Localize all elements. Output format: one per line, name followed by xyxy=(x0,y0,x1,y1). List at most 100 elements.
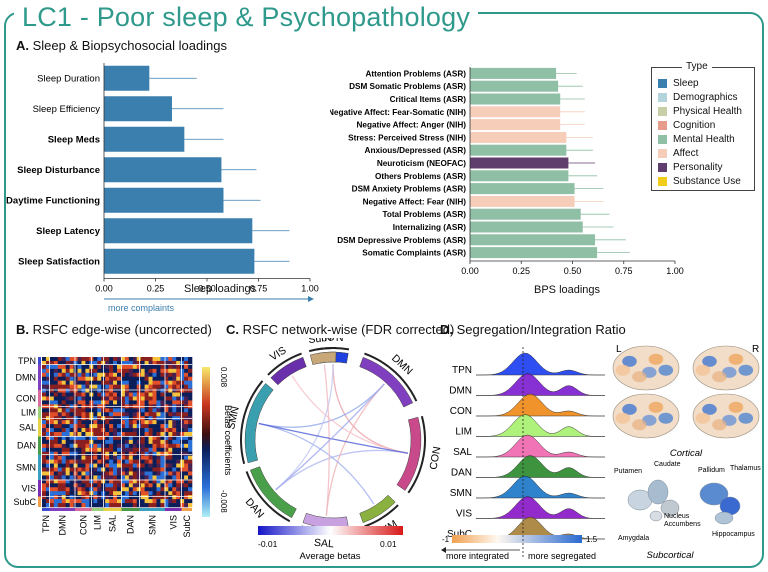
brain-left-lateral xyxy=(612,345,680,391)
matrix-cell xyxy=(176,364,181,370)
matrix-cell xyxy=(124,483,130,488)
matrix-cell xyxy=(140,392,145,397)
matrix-cell xyxy=(160,459,165,464)
matrix-cell xyxy=(45,455,51,460)
matrix-cell xyxy=(152,471,157,476)
matrix-cell xyxy=(93,364,98,370)
legend-item: Cognition xyxy=(658,120,715,131)
matrix-col-strip xyxy=(49,508,75,511)
matrix-cell xyxy=(136,408,141,413)
matrix-cell xyxy=(73,380,78,385)
matrix-cell xyxy=(132,491,138,496)
brain-patch xyxy=(695,412,711,424)
matrix-cell xyxy=(93,483,98,488)
matrix-cell xyxy=(176,357,181,362)
matrix-cell xyxy=(120,491,126,496)
matrix-cell xyxy=(97,487,102,492)
matrix-cell xyxy=(45,368,51,374)
matrix-cell xyxy=(172,491,177,496)
matrix-cell xyxy=(61,463,66,468)
matrix-cell xyxy=(160,396,165,401)
matrix-cell xyxy=(105,435,110,441)
bps-bar xyxy=(470,106,561,118)
matrix-cell xyxy=(77,412,82,417)
matrix-cell xyxy=(136,483,141,488)
matrix-cell xyxy=(136,435,141,441)
matrix-cell xyxy=(176,424,181,429)
matrix-cell xyxy=(85,432,90,437)
matrix-cell xyxy=(124,479,130,484)
matrix-row-strip xyxy=(38,406,41,419)
matrix-cell xyxy=(73,408,78,413)
matrix-cell xyxy=(184,435,189,441)
matrix-cell xyxy=(105,364,110,370)
matrix-cell xyxy=(61,487,66,492)
matrix-cell xyxy=(109,479,114,484)
subcortical-structure xyxy=(714,511,734,525)
matrix-cell xyxy=(61,364,66,370)
matrix-cell xyxy=(144,388,149,393)
matrix-cell xyxy=(109,392,114,397)
matrix-cell xyxy=(152,451,157,456)
matrix-cell xyxy=(113,491,118,496)
matrix-cell xyxy=(69,459,74,464)
matrix-cell xyxy=(42,443,47,449)
matrix-cell xyxy=(184,432,189,437)
matrix-cell xyxy=(109,475,114,480)
label-thalamus: Thalamus xyxy=(730,465,761,472)
matrix-cell xyxy=(172,412,177,417)
matrix-cell xyxy=(105,376,110,381)
matrix-cell xyxy=(176,384,181,389)
matrix-cell xyxy=(81,459,86,464)
matrix-cell xyxy=(109,428,114,433)
matrix-cell xyxy=(113,428,118,433)
matrix-cell xyxy=(93,491,98,496)
matrix-cell xyxy=(140,487,145,492)
matrix-cell xyxy=(93,459,98,464)
matrix-cell xyxy=(148,364,153,370)
matrix-cell xyxy=(144,495,149,500)
matrix-cell xyxy=(120,428,126,433)
matrix-cell xyxy=(81,451,86,456)
matrix-cell xyxy=(156,372,161,378)
matrix-cell xyxy=(65,396,70,401)
matrix-cell xyxy=(128,495,134,500)
matrix-cell xyxy=(188,392,193,397)
matrix-col-strip xyxy=(165,508,182,511)
brain-patch xyxy=(658,364,674,376)
matrix-cell xyxy=(97,467,102,472)
matrix-cell xyxy=(73,487,78,492)
matrix-cell xyxy=(156,368,161,374)
matrix-cell xyxy=(49,400,55,405)
matrix-cell xyxy=(148,360,153,366)
matrix-cell xyxy=(128,447,134,453)
matrix-cell xyxy=(77,392,82,397)
matrix-cell xyxy=(85,396,90,401)
matrix-cell xyxy=(61,503,66,508)
matrix-cell xyxy=(65,451,70,456)
matrix-cell xyxy=(105,408,110,413)
matrix-cell xyxy=(172,463,177,468)
matrix-cell xyxy=(97,380,102,385)
matrix-cell xyxy=(113,499,118,504)
matrix-cell xyxy=(176,380,181,385)
matrix-cell xyxy=(117,459,122,464)
bps-tick-label: 0.75 xyxy=(615,266,633,276)
matrix-cell xyxy=(57,451,63,456)
matrix-cell xyxy=(144,479,149,484)
matrix-cell xyxy=(117,467,122,472)
chord-network-label: CON xyxy=(427,446,443,471)
matrix-cell xyxy=(140,412,145,417)
matrix-cell xyxy=(61,360,66,366)
matrix-cell xyxy=(120,412,126,417)
matrix-cell xyxy=(188,463,193,468)
subcortical-structure xyxy=(699,482,729,506)
matrix-cell xyxy=(140,364,145,370)
bps-bar xyxy=(470,157,569,169)
matrix-cell xyxy=(172,435,177,441)
matrix-cell xyxy=(164,463,169,468)
matrix-cell xyxy=(144,412,149,417)
matrix-cell xyxy=(176,420,181,425)
matrix-cell xyxy=(148,412,153,417)
matrix-cell xyxy=(164,388,169,393)
